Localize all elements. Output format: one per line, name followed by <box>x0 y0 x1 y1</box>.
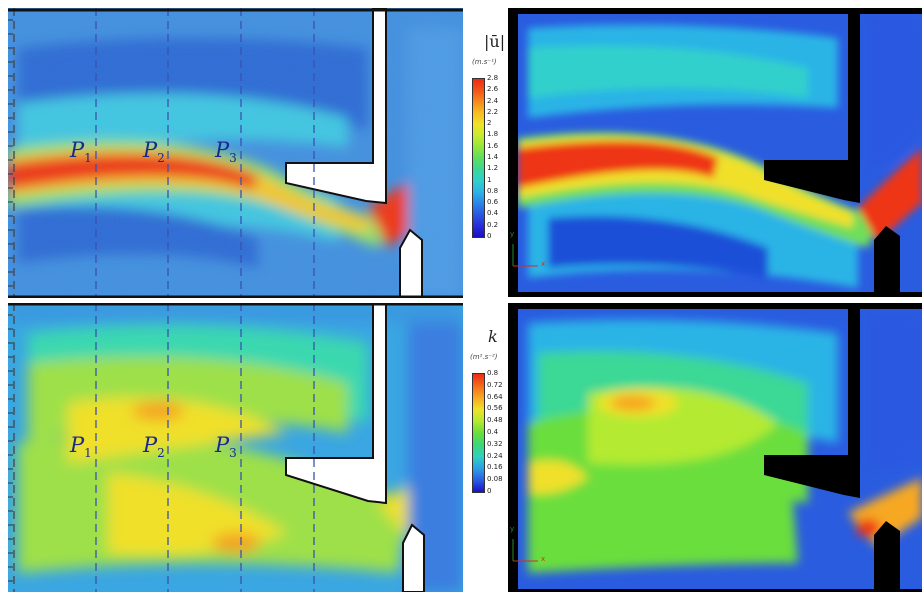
colorbar-tick-label: 1.6 <box>487 141 499 150</box>
point-label-p1: P1 <box>70 138 92 166</box>
y-ruler <box>8 19 13 287</box>
axis-triad <box>512 244 538 267</box>
colorbar-tick-label: 0.4 <box>487 209 499 218</box>
colorbar-tick-label: 0.08 <box>487 475 503 484</box>
k-simulated-field <box>508 303 922 592</box>
colorbar-tick-label: 2.8 <box>487 74 499 82</box>
k-simulated-panel: y x <box>508 303 922 592</box>
colorbar-tick-label: 0.2 <box>487 220 499 229</box>
colorbar-tick-label: 2 <box>487 119 492 128</box>
colorbar-tick-label: 0.64 <box>487 392 503 401</box>
point-label-p2: P2 <box>143 433 165 461</box>
velocity-experimental-field <box>8 8 463 298</box>
point-label-p1: P1 <box>70 433 92 461</box>
colorbar-tick-label: 0.4 <box>487 428 499 436</box>
velocity-experimental-panel: P1 P2 P3 <box>8 8 463 298</box>
colorbar-tick-label: 0.72 <box>487 380 503 389</box>
axis-x-label: x <box>541 555 546 563</box>
colorbar-tick-label: 1.4 <box>487 153 499 161</box>
velocity-simulated-field <box>508 8 922 297</box>
colorbar-tick-label: 0.48 <box>487 416 503 425</box>
k-experimental-panel: P1 P2 P3 <box>8 303 463 592</box>
colorbar-tick-label: 1 <box>487 175 492 184</box>
colorbar-tick-label: 2.6 <box>487 85 499 94</box>
colorbar-tick-label: 0.56 <box>487 404 503 413</box>
colorbar-tick-label: 0 <box>487 487 492 495</box>
point-label-p3: P3 <box>215 138 237 166</box>
velocity-colorbar-title: |ū| <box>484 32 506 51</box>
colorbar-tick-label: 2.2 <box>487 107 499 116</box>
velocity-colorbar-unit: (m.s⁻¹) <box>472 58 497 66</box>
k-colorbar: k (m².s⁻²) 0.8 0.72 0.64 0.56 0.48 0.4 0.32 0.2… <box>466 325 506 505</box>
colorbar-tick-label: 0.32 <box>487 439 503 448</box>
axis-y-label: y <box>510 525 515 533</box>
k-colorbar-title: k <box>488 327 498 346</box>
k-colorbar-unit: (m².s⁻²) <box>470 353 498 361</box>
k-colorbar-gradient <box>472 373 485 493</box>
k-experimental-field <box>8 303 463 592</box>
colorbar-tick-label: 0.6 <box>487 198 499 207</box>
point-label-p3: P3 <box>215 433 237 461</box>
colorbar-tick-label: 0.24 <box>487 451 503 460</box>
colorbar-tick-label: 0 <box>487 232 492 240</box>
colorbar-tick-label: 0.8 <box>487 186 499 195</box>
colorbar-tick-label: 1.2 <box>487 164 499 173</box>
velocity-simulated-panel: y x <box>508 8 922 297</box>
colorbar-tick-label: 1.8 <box>487 130 499 139</box>
point-label-p2: P2 <box>143 138 165 166</box>
colorbar-tick-label: 2.4 <box>487 96 499 105</box>
colorbar-tick-label: 0.8 <box>487 369 499 377</box>
measurement-lines <box>13 8 315 298</box>
velocity-colorbar: |ū| (m.s⁻¹) 2.8 2.6 2.4 2.2 2 1.8 1.6 1.4 1.2 1 0.… <box>466 30 506 250</box>
axis-y-label: y <box>510 230 515 238</box>
velocity-colorbar-gradient <box>472 78 485 238</box>
colorbar-tick-label: 0.16 <box>487 463 503 472</box>
axis-triad <box>512 539 538 562</box>
axis-x-label: x <box>541 260 546 268</box>
